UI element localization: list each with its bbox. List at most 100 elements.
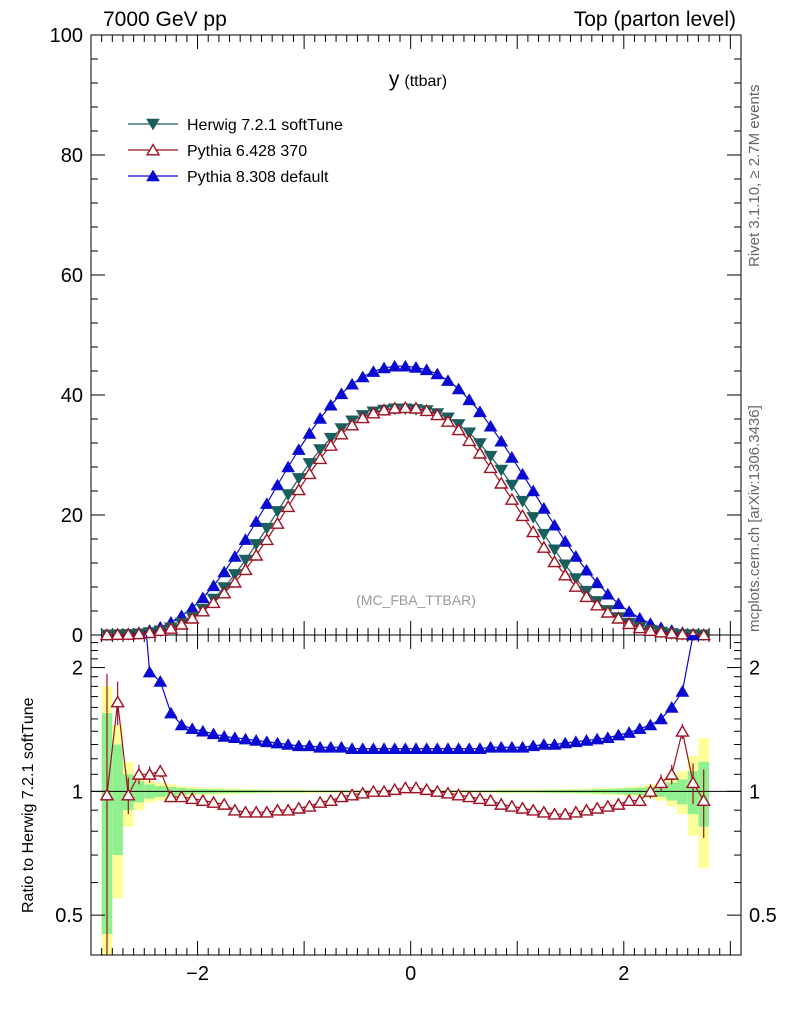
point-pythia8	[473, 405, 487, 418]
point-pythia6	[99, 628, 115, 641]
point-pythia6	[419, 403, 434, 417]
ratio-point-pythia8	[206, 727, 221, 740]
point-pythia8	[409, 361, 423, 373]
ratio-point-pythia8	[398, 742, 413, 754]
main-ytick-label: 60	[61, 265, 83, 287]
point-pythia8	[568, 550, 583, 562]
main-ytick-label: 20	[61, 505, 83, 527]
ratio-point-pythia8	[313, 740, 327, 753]
ratio-point-pythia8	[441, 742, 455, 754]
ratio-frame	[90, 634, 742, 956]
point-pythia6	[174, 617, 189, 630]
point-herwig	[568, 573, 583, 585]
ratio-series	[99, 635, 711, 955]
ratio-point-pythia6	[270, 803, 285, 816]
point-pythia8	[526, 484, 541, 497]
point-pythia6	[451, 423, 466, 436]
point-pythia6	[312, 451, 328, 465]
point-pythia6	[142, 625, 157, 639]
ratio-point-pythia6	[483, 793, 498, 807]
point-pythia6	[280, 499, 296, 513]
point-pythia6	[653, 625, 669, 638]
ratio-point-pythia8	[654, 712, 668, 725]
ratio-point-pythia6	[579, 803, 594, 816]
point-pythia8	[622, 605, 636, 617]
point-pythia6	[664, 626, 679, 639]
point-pythia6	[227, 575, 243, 588]
ratio-point-pythia6	[547, 807, 562, 820]
point-pythia6	[366, 406, 381, 419]
point-pythia6	[525, 525, 541, 538]
point-pythia6	[643, 623, 658, 636]
point-pythia8	[419, 363, 434, 376]
ratio-point-pythia6	[344, 788, 360, 801]
ratio-point-pythia8	[622, 726, 636, 738]
ratio-point-pythia8	[664, 701, 679, 713]
main-ytick-label: 80	[61, 145, 83, 167]
point-pythia8	[590, 576, 605, 589]
ratio-point-pythia8	[387, 742, 402, 754]
point-pythia6	[440, 414, 456, 427]
ratio-point-pythia6	[323, 793, 338, 807]
point-pythia6	[536, 540, 552, 553]
point-pythia8	[291, 443, 306, 455]
point-herwig	[547, 544, 562, 557]
point-pythia8	[259, 497, 274, 509]
series-pythia6	[99, 400, 711, 641]
point-pythia6	[131, 627, 147, 640]
ratio-point-pythia8	[675, 685, 690, 697]
chart-text: 0 20 40 60 80 100 −2 0 2 0.5 0.5 1 1 2 2 y (ttbar) (MC_FB…	[50, 25, 777, 985]
ratio-point-pythia6	[472, 791, 488, 805]
point-herwig	[323, 432, 338, 445]
ratio-point-pythia6	[185, 791, 200, 805]
ratio-point-pythia6	[557, 807, 573, 820]
point-pythia6	[621, 616, 637, 630]
ratio-ytick-label: 0.5	[55, 905, 83, 927]
ratio-ylabel: Ratio to Herwig 7.2.1 softTune	[20, 697, 37, 913]
ratio-point-pythia6	[163, 790, 179, 803]
ratio-point-pythia6	[664, 767, 679, 780]
main-ytick-label: 0	[72, 625, 83, 647]
ratio-point-pythia8	[632, 722, 647, 735]
ratio-point-pythia6	[291, 801, 307, 814]
ratio-point-pythia6	[696, 793, 711, 807]
point-herwig	[270, 506, 285, 518]
ratio-point-pythia6	[153, 764, 168, 777]
point-pythia8	[313, 412, 327, 424]
point-pythia6	[238, 562, 253, 576]
ratio-point-pythia8	[590, 732, 605, 745]
ratio-point-pythia8	[536, 738, 551, 750]
point-pythia6	[323, 438, 338, 451]
ratio-point-pythia8	[196, 724, 210, 737]
ratio-point-pythia8	[430, 742, 445, 754]
ratio-ytick-label: 1	[72, 781, 83, 803]
ratio-point-pythia8	[409, 742, 423, 754]
band-inner	[112, 744, 123, 856]
point-pythia8	[196, 591, 210, 604]
ratio-point-pythia6	[312, 795, 328, 808]
ratio-point-pythia6	[259, 805, 275, 818]
ratio-point-pythia8	[643, 718, 658, 731]
ratio-point-pythia6	[121, 788, 136, 801]
point-pythia6	[600, 605, 616, 618]
point-pythia6	[632, 621, 647, 634]
chart-title-main: y	[389, 68, 400, 91]
ratio-point-pythia6	[568, 805, 584, 818]
ratio-point-pythia6	[494, 797, 509, 810]
point-pythia8	[387, 359, 402, 372]
ratio-point-pythia8	[419, 742, 434, 754]
ratio-point-pythia6	[589, 801, 605, 814]
legend-entry-pythia6: Pythia 6.428 370	[128, 143, 307, 160]
point-pythia6	[483, 460, 498, 474]
ratio-point-pythia8	[505, 740, 519, 753]
point-pythia8	[494, 434, 509, 447]
point-pythia8	[270, 478, 285, 491]
point-pythia6	[398, 400, 413, 414]
point-pythia6	[557, 568, 573, 581]
ratio-point-pythia6	[611, 797, 626, 810]
point-pythia8	[281, 460, 296, 473]
point-pythia8	[483, 419, 498, 432]
ratio-point-pythia8	[270, 736, 285, 749]
point-pythia6	[344, 418, 360, 431]
